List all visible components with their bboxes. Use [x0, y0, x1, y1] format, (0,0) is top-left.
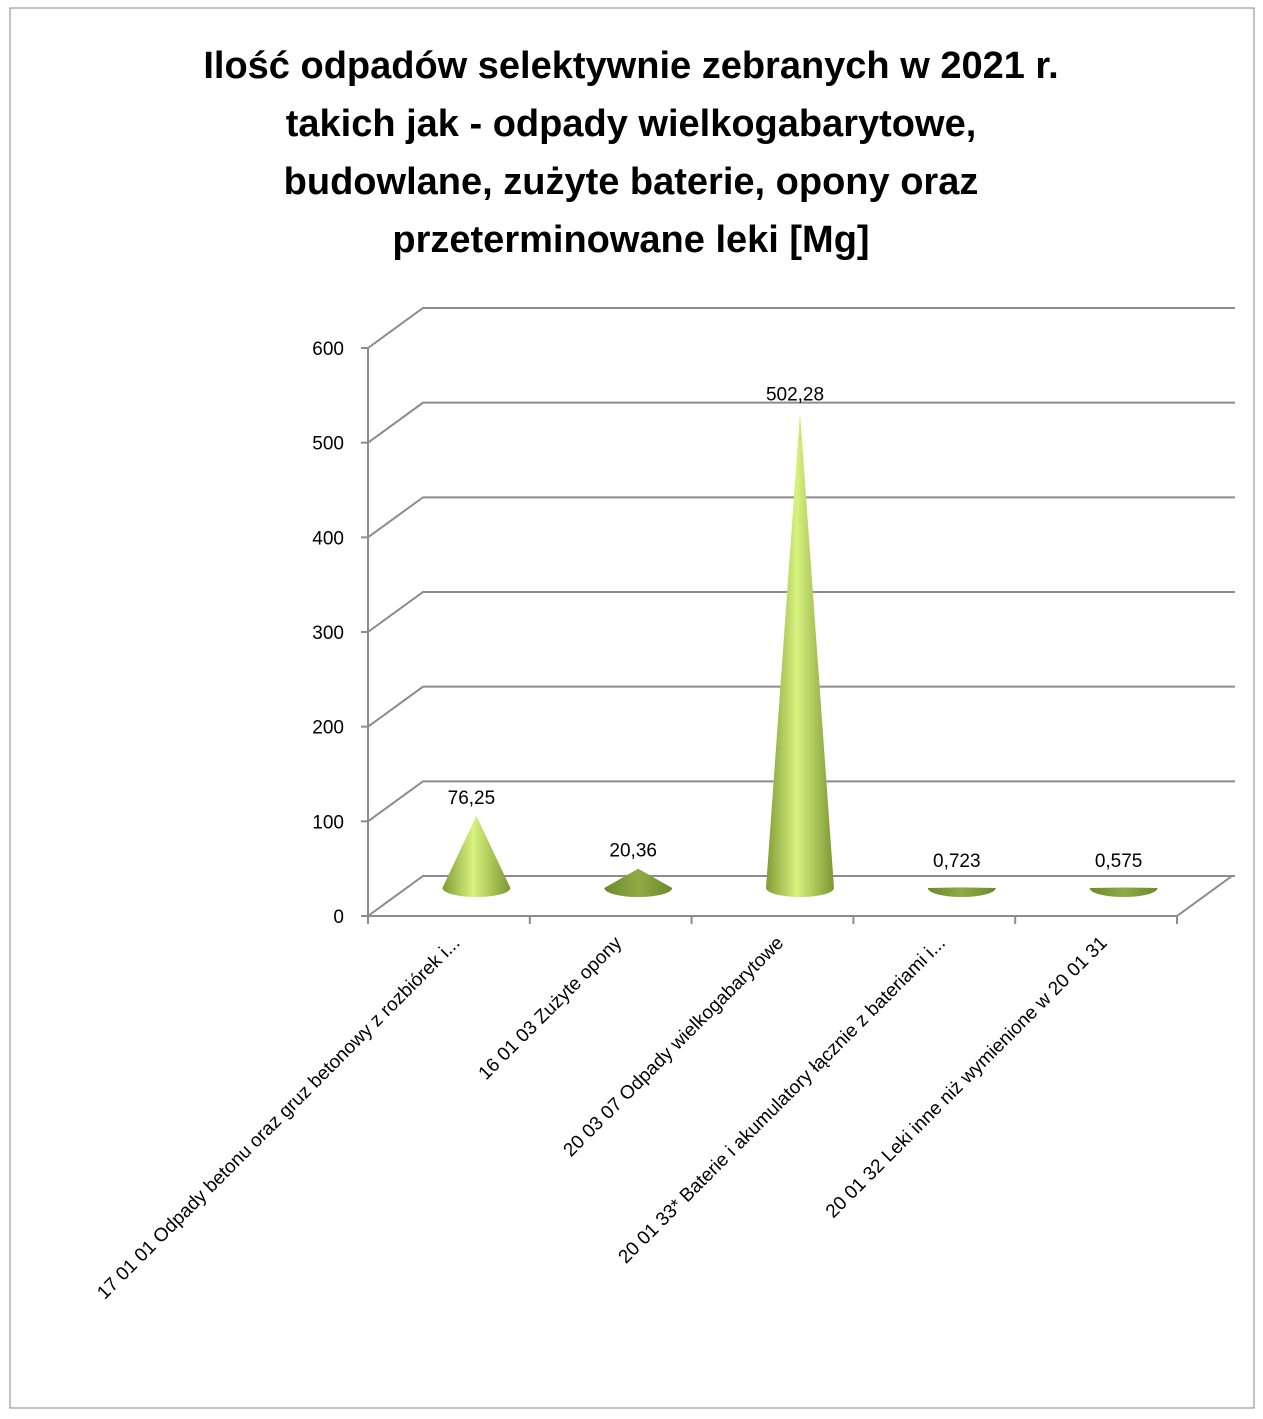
chart-title: Ilość odpadów selektywnie zebranych w 20… [203, 45, 1058, 87]
y-tick-label: 300 [312, 623, 344, 644]
y-tick-label: 500 [312, 434, 344, 455]
cone [442, 815, 511, 897]
cone [766, 412, 834, 897]
chart-title: takich jak - odpady wielkogabarytowe, [286, 103, 977, 145]
grid-line [367, 875, 1235, 917]
grid-line [367, 307, 1235, 349]
cone [766, 412, 834, 897]
y-tick-label: 0 [333, 907, 344, 928]
value-label: 0,723 [933, 851, 981, 872]
cone [442, 815, 511, 897]
cone [1089, 887, 1158, 897]
cone [604, 868, 673, 897]
chart-title: przeterminowane leki [Mg] [392, 219, 869, 261]
grid-line [367, 401, 1235, 444]
grid-line [367, 591, 1235, 633]
y-tick-label: 400 [312, 528, 344, 549]
chart-title: budowlane, zużyte baterie, opony oraz [284, 161, 979, 203]
cone [1089, 887, 1158, 897]
cone [604, 868, 673, 897]
cone [927, 887, 996, 897]
y-tick-label: 100 [312, 812, 344, 833]
value-label: 502,28 [766, 385, 824, 406]
grid-line [367, 685, 1235, 728]
value-label: 76,25 [448, 788, 496, 809]
grid-line [367, 780, 1235, 823]
y-tick-label: 600 [312, 339, 344, 360]
chart-frame [9, 7, 1255, 1409]
y-tick-label: 200 [312, 718, 344, 739]
grid-line [367, 496, 1235, 539]
cone [927, 887, 996, 897]
value-label: 20,36 [609, 841, 657, 862]
value-label: 0,575 [1095, 851, 1143, 872]
